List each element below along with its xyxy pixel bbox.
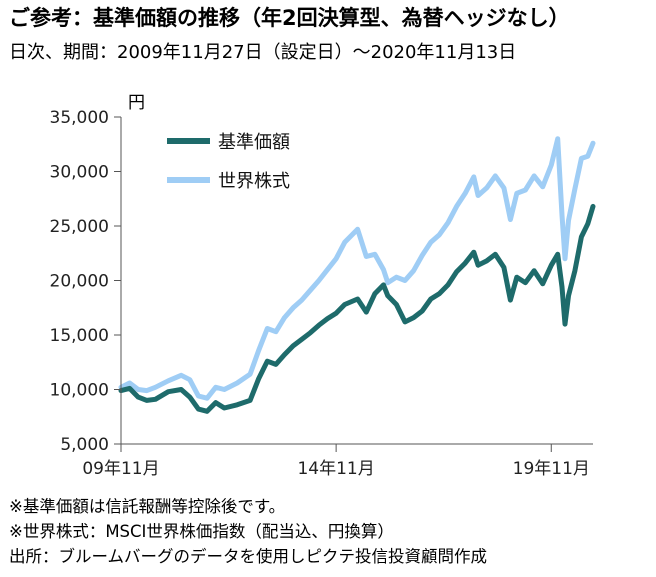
legend-item-nav-label: 基準価額 — [218, 132, 290, 153]
footnote-fee: ※基準価額は信託報酬等控除後です。 — [9, 497, 286, 516]
y-tick-label: 5,000 — [60, 435, 109, 455]
footnote-world-equity: ※世界株式：MSCI世界株価指数（配当込、円換算） — [9, 522, 394, 541]
chart-subtitle: 日次、期間：2009年11月27日（設定日）～2020年11月13日 — [9, 42, 517, 63]
x-tick-label: 19年11月 — [513, 459, 590, 479]
y-axis-unit-label: 円 — [128, 93, 145, 113]
y-tick-label: 10,000 — [50, 381, 109, 401]
axes-layer: 5,000 10,000 15,000 20,000 25,000 30,000 35,00… — [50, 108, 593, 479]
y-tick-label: 25,000 — [50, 217, 109, 237]
footnotes: ※基準価額は信託報酬等控除後です。 ※世界株式：MSCI世界株価指数（配当込、円… — [9, 494, 487, 569]
legend-item-world-equity-label: 世界株式 — [218, 171, 290, 192]
chart-title: ご参考：基準価額の推移（年2回決算型、為替ヘッジなし） — [9, 6, 570, 30]
series-layer — [118, 136, 596, 414]
y-tick-label: 30,000 — [50, 163, 109, 183]
y-tick-label: 20,000 — [50, 272, 109, 292]
series-line-world-equity — [118, 136, 596, 401]
y-tick-label: 15,000 — [50, 326, 109, 346]
x-tick-label: 09年11月 — [82, 459, 159, 479]
footnote-source: 出所：ブルームバーグのデータを使用しピクテ投信投資顧問作成 — [9, 547, 488, 566]
series-line-nav — [118, 203, 596, 414]
y-tick-label: 35,000 — [50, 108, 109, 128]
x-tick-label: 14年11月 — [297, 459, 374, 479]
